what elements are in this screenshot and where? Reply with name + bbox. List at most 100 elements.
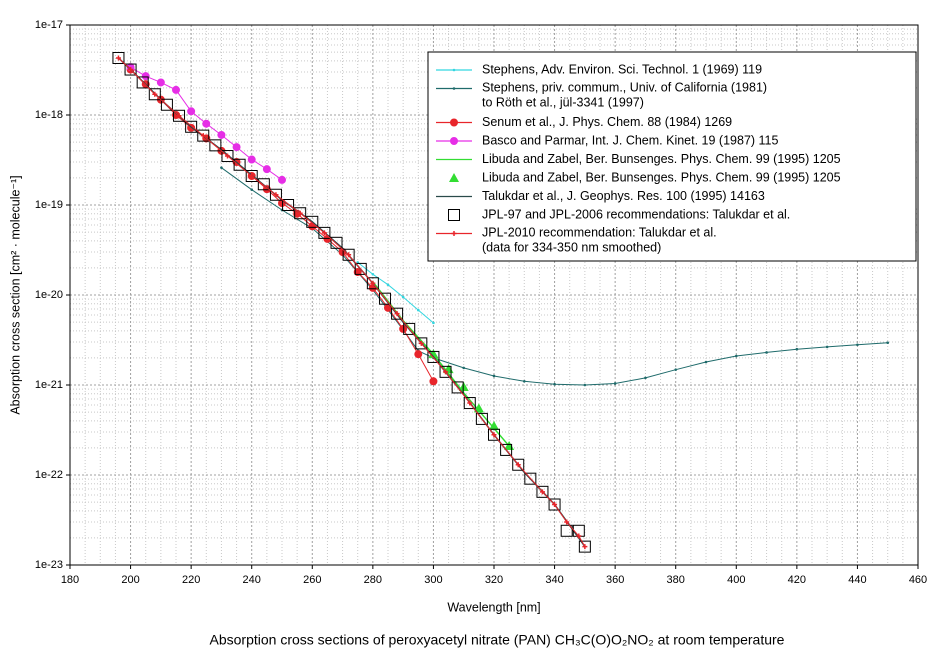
marker [583, 383, 587, 387]
plot [112, 51, 890, 553]
marker [173, 109, 186, 122]
marker [342, 248, 355, 261]
marker [432, 321, 435, 325]
marker [418, 340, 424, 346]
marker [704, 360, 708, 364]
marker [115, 55, 121, 61]
marker [152, 91, 158, 97]
marker [560, 524, 573, 537]
marker [825, 345, 829, 349]
marker [428, 349, 439, 359]
x-tick-label: 320 [485, 574, 503, 586]
marker [269, 188, 282, 201]
marker [522, 379, 526, 383]
marker [245, 170, 258, 183]
marker [391, 307, 404, 320]
x-tick-label: 220 [182, 574, 200, 586]
marker [160, 98, 173, 111]
marker [539, 489, 545, 495]
marker [452, 68, 456, 72]
marker [467, 400, 473, 406]
y-tick-label: 1e-23 [35, 559, 63, 571]
marker [458, 382, 469, 392]
marker [249, 173, 255, 179]
x-tick-label: 440 [848, 574, 866, 586]
marker [401, 295, 405, 299]
marker [427, 350, 440, 363]
marker [224, 153, 230, 159]
marker [378, 292, 391, 305]
marker [176, 113, 182, 119]
marker [500, 443, 513, 456]
marker [443, 369, 449, 375]
marker [221, 150, 234, 163]
marker [473, 403, 484, 413]
x-tick-label: 360 [606, 574, 624, 586]
marker [450, 137, 458, 145]
series-line [357, 262, 434, 324]
y-axis-label: Absorption cross section [cm² · molecule… [8, 175, 22, 414]
legend-label: JPL-2010 recommendation: Talukdar et al.… [482, 226, 717, 255]
marker [247, 155, 256, 164]
marker [330, 236, 343, 249]
marker [220, 166, 223, 169]
marker [353, 268, 362, 277]
marker [346, 252, 352, 258]
marker [452, 87, 456, 90]
marker [278, 175, 286, 184]
marker [197, 129, 210, 142]
marker [795, 347, 799, 351]
plot-frame [69, 24, 919, 566]
marker [448, 209, 460, 221]
marker [886, 341, 890, 345]
x-tick-label: 460 [909, 574, 927, 586]
marker [124, 63, 137, 76]
marker [148, 88, 161, 101]
marker [233, 158, 246, 171]
x-axis-label: Wavelength [nm] [447, 600, 540, 614]
marker [282, 199, 295, 211]
legend-label: Stephens, priv. commum., Univ. of Califo… [482, 81, 767, 110]
x-tick-label: 380 [667, 574, 685, 586]
marker [399, 324, 408, 333]
marker [202, 119, 211, 128]
marker [439, 365, 452, 378]
marker [187, 107, 196, 116]
legend-label: Talukdar et al., J. Geophys. Res. 100 (1… [482, 189, 765, 203]
legend-label: Libuda and Zabel, Ber. Bunsenges. Phys. … [482, 170, 841, 184]
y-tick-label: 1e-19 [35, 199, 63, 211]
chart-title: Absorption cross sections of peroxyacety… [210, 632, 785, 648]
marker [578, 540, 591, 553]
marker [415, 337, 428, 350]
marker [294, 207, 307, 220]
marker [414, 350, 423, 359]
marker [644, 376, 647, 380]
marker [394, 311, 400, 317]
marker [416, 308, 420, 312]
marker [765, 351, 768, 354]
x-tick-label: 400 [727, 574, 745, 586]
x-tick-label: 340 [545, 574, 563, 586]
marker [156, 78, 165, 87]
y-tick-label: 1e-22 [35, 469, 63, 481]
y-tick-label: 1e-20 [35, 289, 63, 301]
marker [141, 72, 150, 81]
marker [112, 51, 125, 64]
legend-label: Basco and Parmar, Int. J. Chem. Kinet. 1… [482, 133, 779, 147]
y-tick-label: 1e-21 [35, 379, 63, 391]
x-tick-label: 420 [788, 574, 806, 586]
x-tick-label: 260 [303, 574, 321, 586]
marker [185, 120, 198, 133]
marker [489, 421, 499, 431]
marker [366, 277, 379, 290]
marker [492, 374, 496, 378]
marker [536, 485, 549, 498]
marker [262, 165, 271, 174]
marker [318, 226, 331, 239]
x-tick-label: 180 [61, 574, 79, 586]
marker [524, 472, 537, 485]
legend-label: Stephens, Adv. Environ. Sci. Technol. 1 … [482, 62, 762, 76]
marker [449, 173, 459, 182]
marker [475, 412, 488, 425]
